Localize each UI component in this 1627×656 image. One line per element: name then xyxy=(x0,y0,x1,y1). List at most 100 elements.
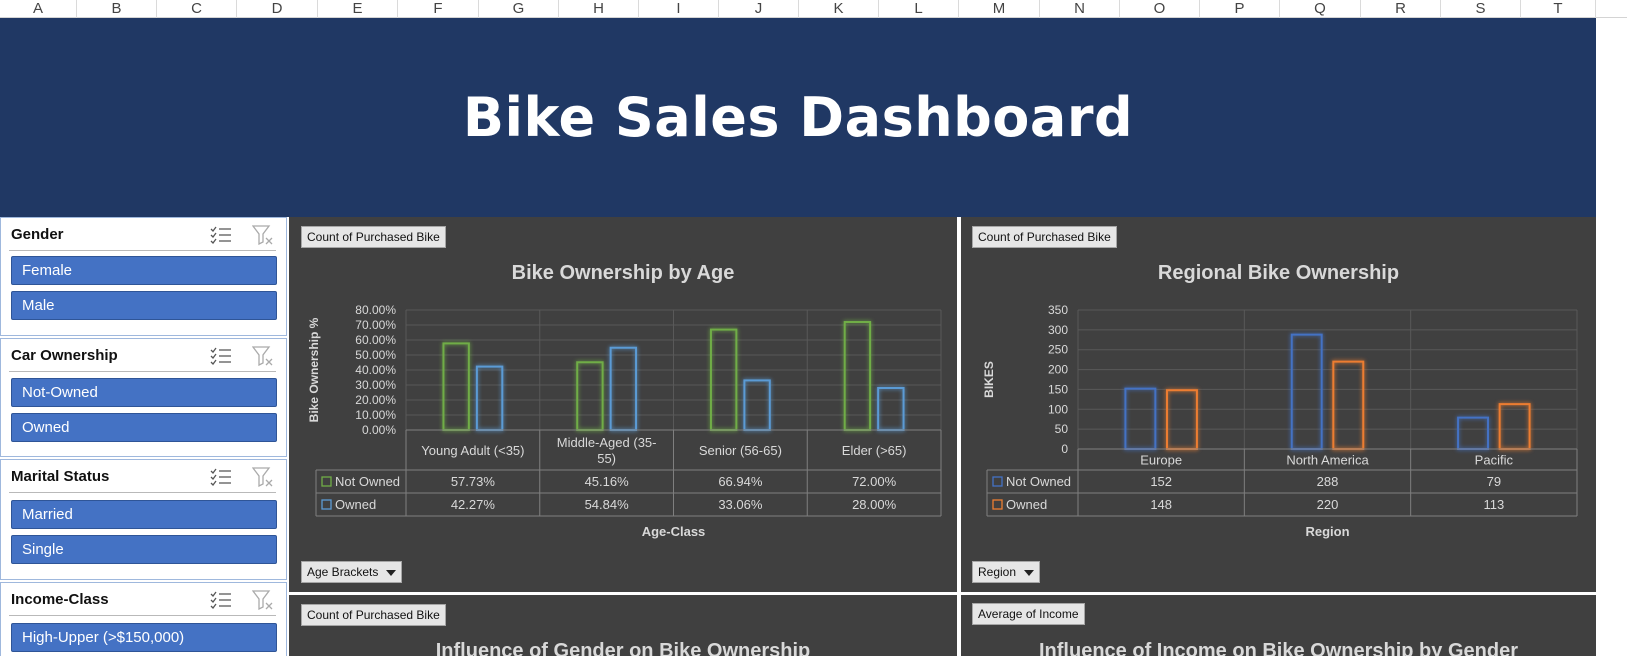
column-header-r[interactable]: R xyxy=(1361,0,1441,18)
category-label: 55) xyxy=(597,451,616,466)
multi-select-icon[interactable] xyxy=(210,346,232,366)
column-header-i[interactable]: I xyxy=(639,0,719,18)
bar-owned xyxy=(877,387,905,431)
value-field-button[interactable]: Count of Purchased Bike xyxy=(301,226,446,248)
axis-field-button[interactable]: Region xyxy=(972,561,1041,583)
legend-label: Owned xyxy=(1006,497,1047,512)
column-header-o[interactable]: O xyxy=(1120,0,1200,18)
category-label: Middle-Aged (35- xyxy=(557,435,657,450)
column-header-q[interactable]: Q xyxy=(1280,0,1361,18)
y-tick-label: 30.00% xyxy=(355,378,396,392)
slicer-title: Income-Class xyxy=(11,591,109,608)
chart-panel-age[interactable]: Count of Purchased Bike Bike Ownership b… xyxy=(289,217,957,592)
axis-field-button[interactable]: Age Brackets xyxy=(301,561,403,583)
legend-label: Not Owned xyxy=(335,474,400,489)
slicer-title: Gender xyxy=(11,226,64,243)
y-tick-label: 80.00% xyxy=(355,303,396,317)
bar-owned xyxy=(1332,360,1365,450)
data-table-value: 72.00% xyxy=(852,474,897,489)
column-header-n[interactable]: N xyxy=(1040,0,1120,18)
clear-filter-icon[interactable] xyxy=(252,590,274,610)
y-tick-label: 300 xyxy=(1048,323,1068,337)
bar-not-owned xyxy=(576,361,604,431)
y-tick-label: 50 xyxy=(1055,422,1069,436)
slicer-divider xyxy=(9,492,276,493)
bar-not-owned xyxy=(442,342,470,431)
column-header-t[interactable]: T xyxy=(1521,0,1596,18)
category-label: Europe xyxy=(1140,453,1182,468)
value-field-button[interactable]: Count of Purchased Bike xyxy=(972,226,1117,248)
legend-key-not-owned xyxy=(992,476,1003,487)
slicer-item-owned[interactable]: Owned xyxy=(11,413,277,442)
legend-key-owned xyxy=(321,499,332,510)
y-tick-label: 0 xyxy=(1061,442,1068,456)
y-tick-label: 40.00% xyxy=(355,363,396,377)
column-header-p[interactable]: P xyxy=(1200,0,1280,18)
data-table-value: 57.73% xyxy=(451,474,496,489)
column-header-c[interactable]: C xyxy=(157,0,237,18)
column-header-k[interactable]: K xyxy=(799,0,879,18)
chart-panel-region[interactable]: Count of Purchased Bike Regional Bike Ow… xyxy=(961,217,1596,592)
slicer-title: Marital Status xyxy=(11,468,110,485)
chart-panel-gender[interactable]: Count of Purchased Bike Influence of Gen… xyxy=(289,595,957,656)
column-header-l[interactable]: L xyxy=(879,0,959,18)
clear-filter-icon[interactable] xyxy=(252,346,274,366)
legend-key-owned xyxy=(992,499,1003,510)
data-table-value: 113 xyxy=(1483,497,1504,512)
column-header-d[interactable]: D xyxy=(237,0,318,18)
y-axis-title: Bike Ownership % xyxy=(307,317,321,422)
multi-select-icon[interactable] xyxy=(210,590,232,610)
slicer-divider xyxy=(9,371,276,372)
dashboard-title: Bike Sales Dashboard xyxy=(462,86,1134,149)
bar-not-owned xyxy=(1124,387,1157,451)
column-header-b[interactable]: B xyxy=(77,0,157,18)
slicer-divider xyxy=(9,250,276,251)
clear-filter-icon[interactable] xyxy=(252,467,274,487)
bar-not-owned xyxy=(1457,416,1490,451)
column-header-h[interactable]: H xyxy=(559,0,639,18)
slicer-item-married[interactable]: Married xyxy=(11,500,277,529)
y-tick-label: 150 xyxy=(1048,382,1068,396)
chart-title: Regional Bike Ownership xyxy=(1157,262,1400,284)
column-header-e[interactable]: E xyxy=(318,0,398,18)
data-table-value: 220 xyxy=(1317,497,1339,512)
multi-select-icon[interactable] xyxy=(210,225,232,245)
slicer-item-male[interactable]: Male xyxy=(11,291,277,320)
data-table-value: 148 xyxy=(1150,497,1172,512)
slicer-item-high-upper[interactable]: High-Upper (>$150,000) xyxy=(11,623,277,652)
y-axis-title: BIKES xyxy=(982,361,996,398)
data-table-value: 79 xyxy=(1487,474,1501,489)
data-table-value: 45.16% xyxy=(585,474,630,489)
dropdown-arrow-icon xyxy=(1024,569,1035,576)
dropdown-arrow-icon xyxy=(386,569,397,576)
y-tick-label: 250 xyxy=(1048,343,1068,357)
value-field-button[interactable]: Count of Purchased Bike xyxy=(301,604,446,626)
multi-select-icon[interactable] xyxy=(210,467,232,487)
data-table-value: 152 xyxy=(1150,474,1172,489)
y-tick-label: 200 xyxy=(1048,363,1068,377)
x-axis-title: Age-Class xyxy=(642,524,706,539)
axis-field-label: Region xyxy=(978,565,1017,579)
column-header-f[interactable]: F xyxy=(398,0,479,18)
chart-title: Influence of Gender on Bike Ownership xyxy=(435,640,811,656)
y-tick-label: 20.00% xyxy=(355,393,396,407)
age-chart-svg: 0.00%10.00%20.00%30.00%40.00%50.00%60.00… xyxy=(307,303,942,539)
column-header-m[interactable]: M xyxy=(959,0,1040,18)
y-tick-label: 60.00% xyxy=(355,333,396,347)
clear-filter-icon[interactable] xyxy=(252,225,274,245)
legend-key-not-owned xyxy=(321,476,332,487)
column-header-g[interactable]: G xyxy=(479,0,559,18)
slicer-item-single[interactable]: Single xyxy=(11,535,277,564)
column-header-j[interactable]: J xyxy=(719,0,799,18)
data-table-value: 54.84% xyxy=(585,497,630,512)
slicer-item-not-owned[interactable]: Not-Owned xyxy=(11,378,277,407)
chart-panel-income[interactable]: Average of Income Influence of Income on… xyxy=(961,595,1596,656)
axis-field-label: Age Brackets xyxy=(307,565,379,579)
column-header-s[interactable]: S xyxy=(1441,0,1521,18)
column-header-a[interactable]: A xyxy=(0,0,77,18)
slicer-item-female[interactable]: Female xyxy=(11,256,277,285)
category-label: Elder (>65) xyxy=(842,443,907,458)
chart-title: Bike Ownership by Age xyxy=(511,262,735,284)
slicer-income-class: Income-Class High-Upper (>$150,000) xyxy=(0,582,287,656)
value-field-button[interactable]: Average of Income xyxy=(972,603,1085,625)
